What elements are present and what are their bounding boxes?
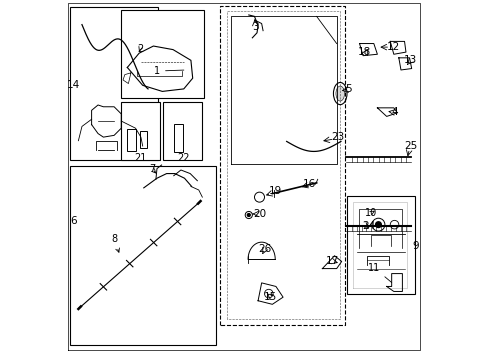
- Bar: [70, 8, 157, 160]
- Text: 17: 17: [325, 256, 338, 266]
- Text: 14: 14: [67, 80, 80, 90]
- Text: 13: 13: [403, 55, 416, 65]
- Text: 15: 15: [263, 292, 276, 302]
- Ellipse shape: [335, 86, 344, 101]
- Text: 11: 11: [367, 262, 391, 283]
- Text: 5: 5: [345, 84, 351, 94]
- Bar: [127, 129, 136, 151]
- Circle shape: [375, 222, 381, 228]
- Text: 26: 26: [258, 244, 271, 253]
- Text: 7: 7: [149, 164, 155, 174]
- Text: 25: 25: [403, 141, 416, 151]
- Text: 1: 1: [154, 66, 183, 76]
- Text: 8: 8: [111, 234, 119, 252]
- Bar: [163, 103, 201, 160]
- Text: 12: 12: [386, 42, 400, 52]
- Circle shape: [247, 213, 250, 216]
- Bar: [173, 124, 183, 152]
- Text: 10: 10: [365, 208, 377, 218]
- Text: 3: 3: [251, 22, 258, 32]
- Text: 16: 16: [302, 179, 316, 189]
- Text: 4: 4: [391, 107, 398, 117]
- Text: 20: 20: [252, 209, 265, 219]
- Text: 21: 21: [134, 153, 146, 163]
- Text: 6: 6: [70, 216, 77, 226]
- Text: 22: 22: [177, 153, 189, 163]
- Text: 2: 2: [137, 44, 143, 54]
- Text: 19: 19: [269, 186, 282, 197]
- Bar: [70, 166, 216, 345]
- Text: 18: 18: [357, 47, 370, 57]
- Text: 24: 24: [362, 221, 375, 231]
- Bar: [140, 131, 147, 148]
- Bar: [346, 197, 414, 294]
- Bar: [121, 103, 160, 160]
- Text: 23: 23: [331, 132, 344, 142]
- Text: 9: 9: [411, 241, 418, 251]
- Bar: [121, 10, 203, 98]
